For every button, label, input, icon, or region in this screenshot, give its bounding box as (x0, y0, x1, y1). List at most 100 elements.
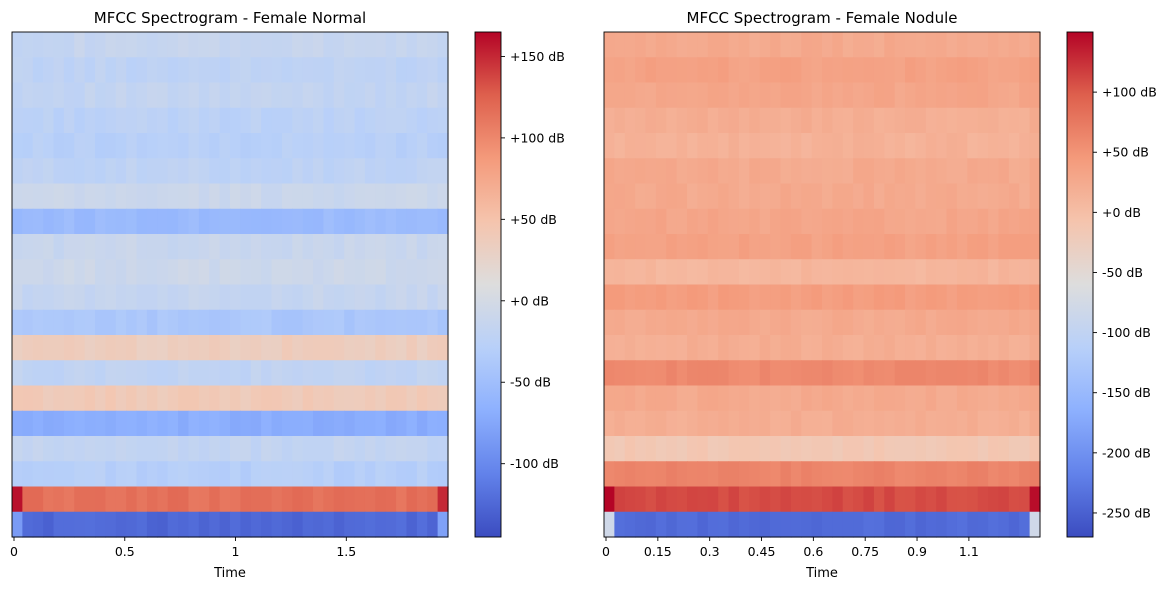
heatmap-cell (884, 284, 896, 311)
heatmap-cell (915, 385, 927, 412)
heatmap-cell (894, 309, 906, 336)
heatmap-cell (822, 360, 833, 387)
heatmap-cell (230, 511, 241, 538)
heatmap-cell (759, 32, 771, 58)
heatmap-cell (105, 32, 117, 58)
heatmap-cell (604, 82, 615, 109)
heatmap-cell (333, 158, 345, 185)
heatmap-cell (759, 107, 771, 134)
heatmap-cell (759, 385, 771, 412)
heatmap-cell (302, 133, 314, 159)
heatmap-cell (707, 385, 719, 412)
heatmap-cell (728, 461, 740, 488)
heatmap-cell (22, 208, 34, 235)
heatmap-cell (313, 234, 325, 260)
heatmap-cell (718, 107, 730, 134)
heatmap-cell (977, 133, 989, 159)
heatmap-cell (604, 284, 615, 311)
heatmap-cell (780, 436, 792, 462)
heatmap-cell (354, 234, 366, 260)
heatmap-cell (811, 107, 823, 134)
heatmap-cell (801, 133, 813, 159)
heatmap-cell (998, 133, 1010, 159)
heatmap-cell (967, 107, 979, 134)
heatmap-cell (915, 133, 927, 159)
heatmap-cell (84, 133, 96, 159)
heatmap-cell (105, 284, 117, 311)
heatmap-cell (925, 511, 937, 538)
heatmap-cell (354, 335, 366, 361)
heatmap-cell (728, 486, 740, 513)
heatmap-cell (63, 259, 75, 286)
heatmap-cell (12, 183, 23, 210)
heatmap-cell (822, 309, 833, 336)
heatmap-cell (198, 32, 210, 58)
heatmap-cell (842, 158, 854, 185)
x-tick-label: 0.3 (700, 544, 720, 559)
heatmap-cell (655, 133, 667, 159)
heatmap-cell (925, 486, 937, 513)
heatmap-cell (738, 32, 750, 58)
heatmap-cell (333, 486, 345, 513)
heatmap-cell (95, 57, 107, 84)
heatmap-cell (198, 57, 210, 84)
heatmap-cell (635, 284, 647, 311)
heatmap-cell (292, 436, 304, 462)
heatmap-cell (396, 208, 408, 235)
heatmap-cell (614, 511, 626, 538)
heatmap-cell (84, 309, 96, 336)
heatmap-cell (406, 32, 418, 58)
heatmap-cell (63, 57, 75, 84)
heatmap-cell (811, 208, 823, 235)
heatmap-cell (437, 32, 449, 58)
heatmap-cell (687, 486, 699, 513)
heatmap-cell (126, 32, 138, 58)
heatmap-cell (624, 32, 636, 58)
heatmap-cell (136, 158, 148, 185)
heatmap-cell (967, 436, 979, 462)
heatmap-cell (988, 410, 1000, 437)
heatmap-cell (655, 385, 667, 412)
heatmap-cell (240, 259, 252, 286)
heatmap-cell (655, 461, 667, 488)
heatmap-cell (728, 284, 740, 311)
heatmap-cell (302, 82, 314, 109)
heatmap-cell (780, 284, 792, 311)
heatmap-cell (863, 461, 875, 488)
heatmap-cell (718, 133, 730, 159)
heatmap-cell (614, 436, 626, 462)
heatmap-cell (375, 511, 387, 538)
heatmap-cell (385, 511, 397, 538)
heatmap-cell (323, 436, 335, 462)
heatmap-cell (822, 234, 833, 260)
heatmap-cell (936, 158, 948, 185)
heatmap-cell (240, 360, 252, 387)
heatmap-cell (790, 259, 802, 286)
heatmap-cell (105, 259, 117, 286)
heatmap-cell (967, 234, 979, 260)
heatmap-cell (759, 208, 771, 235)
heatmap-cell (302, 410, 314, 437)
heatmap-cell (292, 107, 304, 134)
heatmap-cell (230, 360, 241, 387)
heatmap-cell (95, 410, 107, 437)
heatmap-cell (697, 385, 709, 412)
heatmap-cell (427, 309, 439, 336)
heatmap-cell (396, 32, 408, 58)
heatmap-cell (811, 360, 823, 387)
heatmap-cell (281, 511, 293, 538)
heatmap-cell (396, 284, 408, 311)
heatmap-cell (385, 335, 397, 361)
heatmap-cell (32, 107, 44, 134)
heatmap-cell (43, 335, 55, 361)
heatmap-cell (905, 82, 917, 109)
heatmap-cell (770, 57, 782, 84)
heatmap-cell (624, 436, 636, 462)
heatmap-cell (43, 158, 55, 185)
heatmap-cell (977, 335, 989, 361)
heatmap-cell (323, 410, 335, 437)
heatmap-cell (738, 284, 750, 311)
heatmap-cell (105, 133, 117, 159)
heatmap-cell (655, 309, 667, 336)
heatmap-cell (250, 82, 262, 109)
